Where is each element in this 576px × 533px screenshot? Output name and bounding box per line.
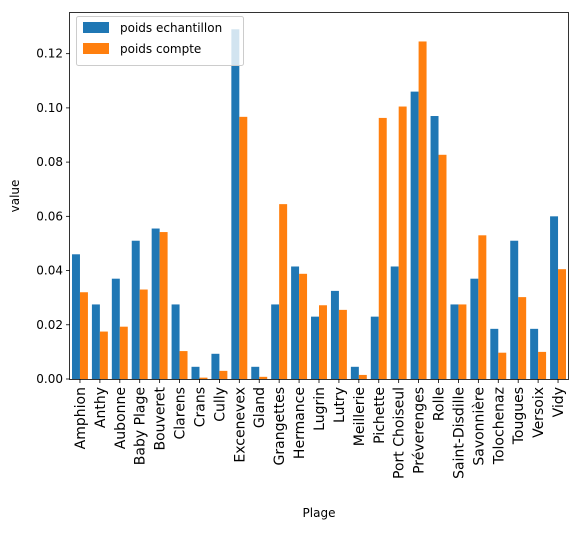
bar-poids-compte-lutry	[338, 309, 347, 379]
x-tick-label-amphion: Amphion	[73, 387, 89, 449]
bar-poids-echantillon-preverenges	[410, 91, 419, 380]
x-tick-label-tolochenaz: Tolochenaz	[491, 387, 507, 465]
x-tick-label-clarens: Clarens	[173, 387, 189, 439]
bar-poids-compte-rolle	[438, 154, 447, 379]
bar-poids-echantillon-aubonne	[111, 278, 120, 379]
x-tick-label-saint-disdille: Saint-Disdille	[451, 387, 467, 479]
y-tick-label: 0.08	[36, 155, 63, 169]
bar-poids-compte-bouveret	[159, 232, 168, 379]
x-tick-label-vidy: Vidy	[551, 387, 567, 417]
bar-poids-compte-baby-plage	[139, 289, 148, 379]
bar-poids-echantillon-baby-plage	[131, 240, 140, 379]
bar-poids-echantillon-saint-disdille	[450, 304, 459, 379]
bar-poids-compte-crans	[199, 377, 208, 379]
y-axis-label: value	[8, 180, 22, 213]
bar-poids-echantillon-vidy	[550, 216, 559, 379]
y-tick-label: 0.06	[36, 209, 63, 223]
y-axis: 0.00 0.02 0.04 0.06 0.08 0.10 0.12	[36, 47, 70, 386]
legend-swatch-poids-compte	[83, 43, 109, 54]
x-tick-label-gland: Gland	[252, 387, 268, 428]
legend-label-poids-echantillon: poids echantillon	[120, 21, 222, 35]
x-tick-label-savonniere: Savonnière	[471, 387, 487, 466]
x-tick-label-versoix: Versoix	[531, 387, 547, 438]
bar-poids-echantillon-hermance	[291, 266, 300, 379]
bar-poids-compte-amphion	[79, 292, 88, 379]
bar-poids-compte-grangettes	[279, 204, 288, 379]
x-tick-label-cully: Cully	[212, 387, 228, 422]
bar-poids-compte-hermance	[299, 273, 308, 379]
x-tick-label-excenevex: Excenevex	[232, 387, 248, 463]
legend: poids echantillon poids compte	[76, 16, 244, 66]
x-tick-label-meillerie: Meillerie	[352, 387, 368, 446]
y-tick-label: 0.12	[36, 47, 63, 61]
bars-layer	[71, 29, 567, 380]
bar-poids-echantillon-tolochenaz	[490, 328, 499, 379]
bar-poids-compte-vidy	[558, 269, 567, 379]
x-tick-label-bouveret: Bouveret	[153, 386, 169, 450]
bar-poids-echantillon-rolle	[430, 116, 439, 380]
bar-poids-compte-saint-disdille	[458, 304, 467, 379]
x-tick-label-lutry: Lutry	[332, 387, 348, 423]
bar-poids-compte-cully	[219, 370, 228, 379]
legend-swatch-poids-echantillon	[83, 22, 109, 33]
bar-poids-compte-aubonne	[119, 326, 128, 379]
x-axis-label: Plage	[303, 506, 336, 520]
x-tick-label-aubonne: Aubonne	[113, 387, 129, 449]
bar-poids-echantillon-amphion	[71, 254, 80, 379]
x-tick-label-tougues: Tougues	[511, 387, 527, 445]
x-tick-label-grangettes: Grangettes	[272, 387, 288, 465]
bar-poids-compte-pichette	[378, 117, 387, 380]
bar-poids-compte-versoix	[538, 351, 547, 379]
bar-poids-compte-clarens	[179, 351, 188, 379]
bar-poids-echantillon-pichette	[370, 316, 379, 379]
bar-poids-compte-anthy	[99, 331, 108, 379]
bar-poids-echantillon-port-choiseul	[390, 266, 399, 379]
bar-poids-echantillon-meillerie	[350, 366, 359, 379]
y-tick-label: 0.00	[36, 372, 63, 386]
bar-poids-echantillon-versoix	[530, 328, 539, 379]
y-tick-label: 0.04	[36, 264, 63, 278]
x-tick-label-pichette: Pichette	[372, 387, 388, 444]
x-tick-label-baby-plage: Baby Plage	[133, 387, 149, 465]
bar-poids-echantillon-crans	[191, 366, 200, 379]
legend-label-poids-compte: poids compte	[120, 42, 201, 56]
bar-poids-compte-tougues	[518, 297, 527, 379]
bar-poids-compte-excenevex	[239, 116, 248, 379]
x-tick-label-preverenges: Préverenges	[412, 387, 428, 474]
bar-poids-echantillon-savonniere	[470, 278, 479, 379]
x-axis: Amphion Anthy Aubonne Baby Plage Bouveret Cla…	[73, 379, 567, 479]
bar-poids-echantillon-cully	[211, 353, 220, 379]
y-tick-label: 0.02	[36, 318, 63, 332]
x-tick-label-port-choiseul: Port Choiseul	[392, 387, 408, 479]
bar-poids-compte-lugrin	[319, 305, 327, 379]
legend-box	[76, 16, 244, 66]
bar-poids-echantillon-excenevex	[231, 29, 240, 380]
bar-poids-compte-savonniere	[478, 235, 487, 379]
bar-poids-echantillon-lutry	[330, 290, 339, 379]
x-tick-label-hermance: Hermance	[292, 387, 308, 459]
x-tick-label-anthy: Anthy	[93, 387, 109, 428]
bar-poids-echantillon-clarens	[171, 304, 180, 379]
bar-poids-echantillon-tougues	[510, 240, 519, 379]
bar-poids-compte-gland	[259, 376, 268, 379]
x-tick-label-lugrin: Lugrin	[312, 387, 328, 431]
bar-poids-compte-meillerie	[358, 374, 367, 379]
bar-poids-compte-tolochenaz	[498, 352, 507, 379]
bar-poids-compte-preverenges	[418, 41, 427, 379]
x-tick-label-rolle: Rolle	[432, 387, 448, 421]
bar-poids-echantillon-lugrin	[311, 316, 319, 379]
bar-poids-compte-port-choiseul	[398, 106, 407, 379]
bar-poids-echantillon-grangettes	[271, 304, 280, 379]
bar-poids-echantillon-gland	[251, 366, 260, 379]
bar-poids-echantillon-anthy	[91, 304, 100, 379]
y-tick-label: 0.10	[36, 101, 63, 115]
x-tick-label-crans: Crans	[192, 387, 208, 427]
bar-poids-echantillon-bouveret	[151, 228, 160, 379]
